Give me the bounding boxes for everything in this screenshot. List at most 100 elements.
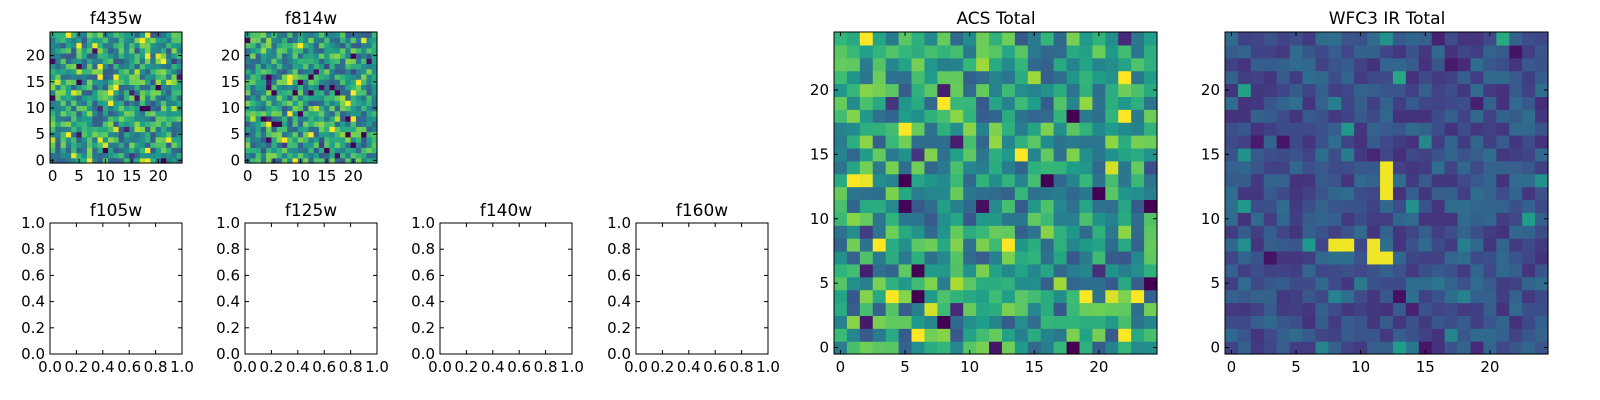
heatmap-cell xyxy=(885,250,900,265)
heatmap-cell xyxy=(139,152,146,159)
heatmap-cell xyxy=(350,84,357,91)
heatmap-cell xyxy=(1066,160,1081,175)
heatmap-cell xyxy=(318,136,325,143)
heatmap-cell xyxy=(266,105,272,112)
heatmap-cell xyxy=(134,121,141,127)
heatmap-cell xyxy=(1053,44,1068,59)
heatmap-cell xyxy=(898,186,913,201)
heatmap-cell xyxy=(166,58,173,65)
heatmap-cell xyxy=(1444,186,1459,201)
heatmap-cell xyxy=(1092,289,1106,304)
panel-f160w: f160w 0.0 0.2 0.4 0.6 0.8 1.00.00.20.40.60.81… xyxy=(607,201,780,376)
heatmap-cell xyxy=(176,58,183,65)
heatmap-cell xyxy=(1315,57,1329,72)
heatmap-cell xyxy=(1144,32,1158,46)
heatmap-cell xyxy=(1496,122,1510,136)
heatmap-cell xyxy=(1315,315,1329,329)
heatmap-cell xyxy=(271,121,278,127)
heatmap-cell xyxy=(1328,276,1342,291)
heatmap-cell xyxy=(303,147,309,154)
heatmap-cell xyxy=(1105,147,1119,162)
heatmap-cell xyxy=(937,122,951,136)
heatmap-cell xyxy=(1250,289,1265,304)
heatmap-cell xyxy=(345,47,352,54)
heatmap-cell xyxy=(1431,199,1446,213)
heatmap-cell xyxy=(898,32,913,46)
heatmap-cell xyxy=(1144,122,1158,136)
heatmap-cell xyxy=(1354,96,1368,110)
heatmap-cell xyxy=(1027,44,1042,59)
heatmap-cell xyxy=(260,79,267,85)
heatmap-cell xyxy=(366,157,373,164)
heatmap-cell xyxy=(81,152,88,159)
heatmap-cell xyxy=(1001,199,1016,213)
heatmap-cell xyxy=(118,68,125,75)
heatmap-cell xyxy=(911,160,926,175)
heatmap-cell xyxy=(271,100,278,106)
heatmap-cell xyxy=(171,42,178,49)
heatmap-cell xyxy=(123,79,130,85)
heatmap-cell xyxy=(846,225,861,239)
x-tick-label: 0.6 xyxy=(703,358,727,376)
heatmap-cell xyxy=(297,147,304,154)
heatmap-cell xyxy=(1289,147,1304,162)
heatmap-cell xyxy=(250,32,257,38)
heatmap-cell xyxy=(872,173,887,188)
heatmap-cell xyxy=(1263,109,1278,123)
heatmap-cell xyxy=(76,37,83,44)
heatmap-cell xyxy=(1014,341,1029,355)
heatmap-cell xyxy=(276,32,283,38)
heatmap-cell xyxy=(1431,83,1446,97)
heatmap-cell xyxy=(885,276,900,291)
heatmap-cell xyxy=(1144,186,1158,201)
heatmap-cell xyxy=(937,289,951,304)
heatmap-cell xyxy=(950,109,964,123)
heatmap-cell xyxy=(276,37,283,44)
heatmap-cell xyxy=(155,42,162,49)
heatmap-cell xyxy=(271,89,278,96)
heatmap-cell xyxy=(50,58,56,65)
heatmap-cell xyxy=(1225,276,1239,291)
heatmap-cell xyxy=(1302,44,1317,59)
heatmap-cell xyxy=(1509,263,1523,278)
heatmap-cell xyxy=(1522,341,1536,355)
heatmap-cell xyxy=(160,94,167,101)
heatmap-cell xyxy=(150,89,157,96)
heatmap-cell xyxy=(1457,225,1472,239)
heatmap-cell xyxy=(1328,57,1342,72)
heatmap-cell xyxy=(1470,96,1484,110)
heatmap-cell xyxy=(834,212,848,226)
heatmap-cell xyxy=(1315,199,1329,213)
heatmap-cell xyxy=(150,73,157,80)
heatmap-cell xyxy=(366,115,373,122)
heatmap-cell xyxy=(1237,263,1252,278)
heatmap-cell xyxy=(1418,160,1433,175)
heatmap-cell xyxy=(71,157,77,164)
heatmap-cell xyxy=(1276,289,1291,304)
y-tick-label: 15 xyxy=(221,73,240,91)
heatmap-cell xyxy=(1250,328,1265,342)
heatmap-cell xyxy=(139,68,146,75)
heatmap-cell xyxy=(118,121,125,127)
heatmap-cell xyxy=(1315,289,1329,304)
heatmap-cell xyxy=(340,94,346,101)
heatmap-cell xyxy=(1027,238,1042,252)
heatmap-cell xyxy=(976,238,990,252)
heatmap-cell xyxy=(1457,328,1472,342)
heatmap-cell xyxy=(361,32,368,38)
heatmap-cell xyxy=(255,84,262,91)
heatmap-cell xyxy=(255,142,262,148)
heatmap-cell xyxy=(1405,135,1420,149)
x-tick-label: 0 xyxy=(48,167,58,185)
heatmap-cell xyxy=(76,63,83,70)
heatmap-cell xyxy=(1118,341,1132,355)
heatmap-cell xyxy=(266,42,272,49)
heatmap-cell xyxy=(266,89,272,96)
heatmap-cell xyxy=(134,73,141,80)
heatmap-cell xyxy=(1263,238,1278,252)
heatmap-cell xyxy=(1522,238,1536,252)
heatmap-cell xyxy=(1315,96,1329,110)
heatmap-cell xyxy=(1457,315,1472,329)
heatmap-cell xyxy=(324,126,331,133)
heatmap-cell xyxy=(313,94,320,101)
